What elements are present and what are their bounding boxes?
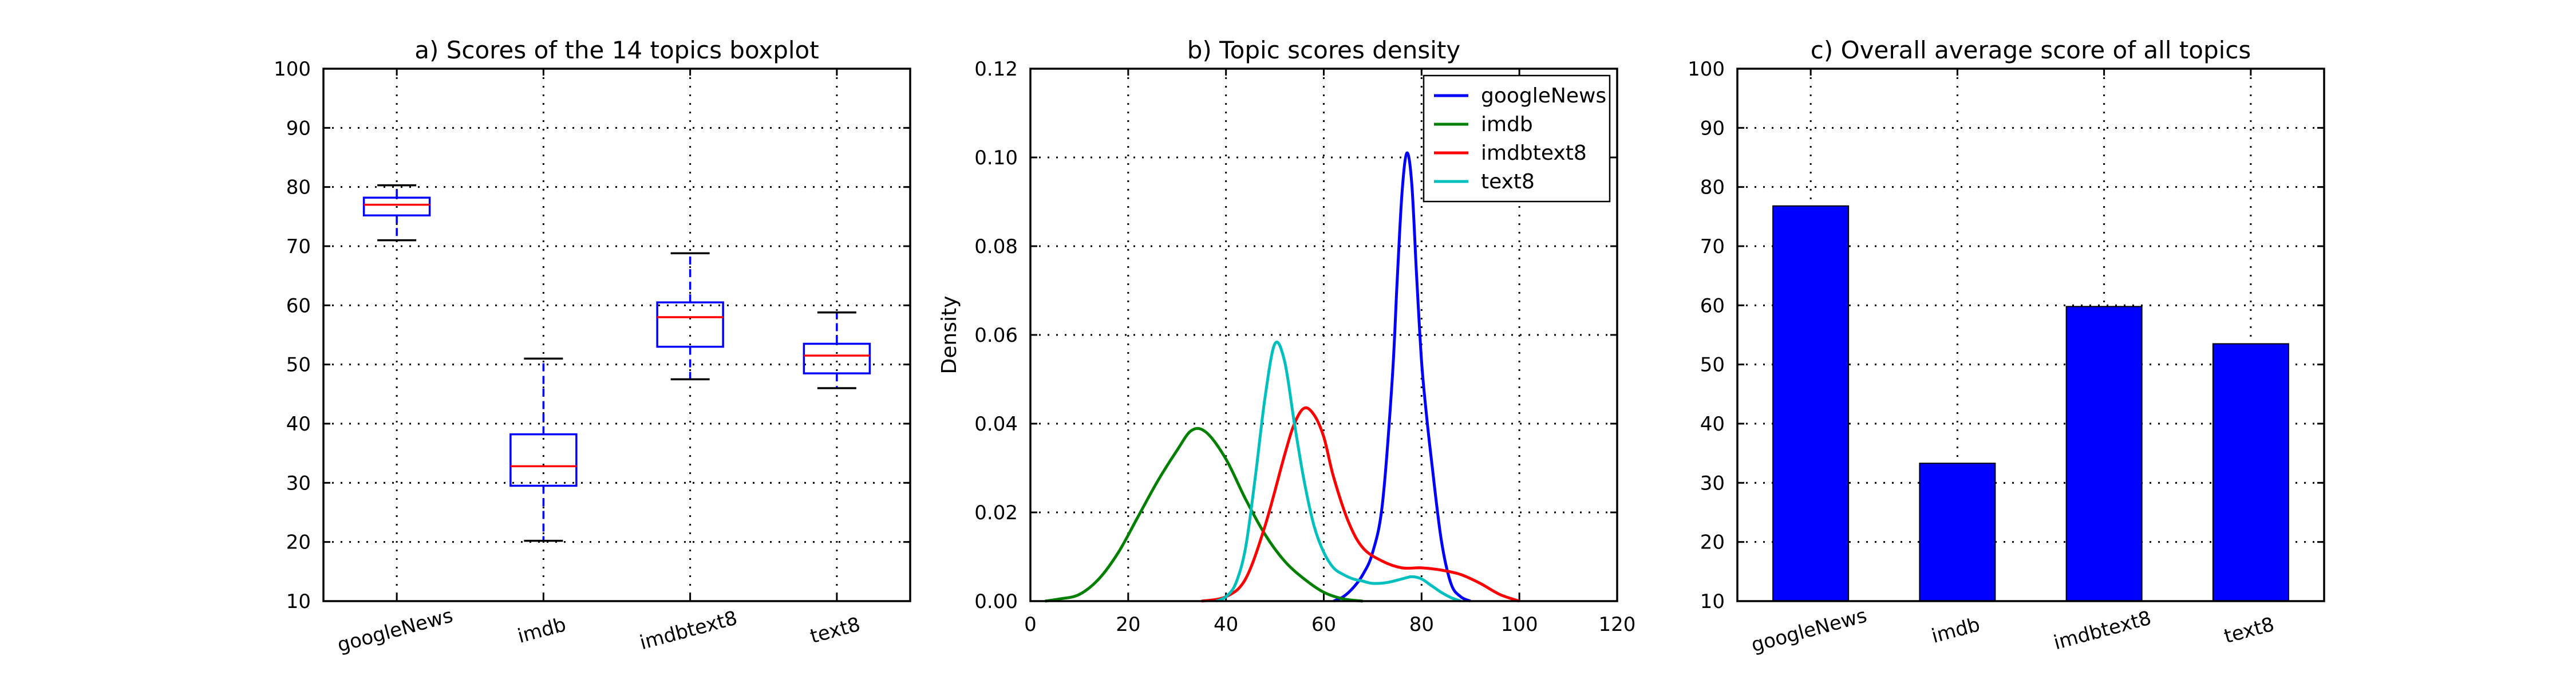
boxplot-y-tick-label: 80 — [286, 176, 311, 199]
boxplot-x-tick-label: googleNews — [335, 604, 455, 657]
legend-label-googleNews: googleNews — [1481, 84, 1606, 108]
density-y-tick-label: 0.08 — [974, 235, 1018, 258]
density-y-axis-label: Density — [938, 296, 961, 374]
boxplot-y-tick-label: 40 — [286, 413, 311, 436]
boxplot-panel: a) Scores of the 14 topics boxplot 10 20 3… — [274, 36, 911, 657]
bar-x-tick-label: googleNews — [1749, 604, 1869, 657]
bar-y-tick-label: 40 — [1700, 413, 1725, 436]
bar-y-tick-label: 70 — [1700, 235, 1725, 258]
bar-y-tick-label: 30 — [1700, 472, 1725, 495]
density-frame — [1029, 68, 1618, 602]
density-y-tick-label: 0.06 — [974, 324, 1018, 347]
bar-googleNews — [1772, 205, 1850, 602]
density-x-tick-label: 80 — [1409, 613, 1434, 636]
box-text8 — [803, 311, 871, 389]
density-x-tick-label: 60 — [1311, 613, 1336, 636]
boxplot-x-tick-labels: googleNews imdb imdbtext8 text8 — [335, 604, 863, 657]
density-y-tick-label: 0.12 — [974, 58, 1018, 81]
boxplot-y-tick-label: 30 — [286, 472, 311, 495]
bar-x-tick-label: imdbtext8 — [2051, 606, 2154, 654]
bar-frame — [1736, 68, 2325, 602]
box-imdb — [509, 357, 578, 542]
bar-y-tick-label: 80 — [1700, 176, 1725, 199]
box-body — [803, 342, 871, 374]
boxplot-x-tick-label: imdb — [515, 613, 568, 648]
bar-text8 — [2212, 343, 2289, 602]
bar-x-tick-label: imdb — [1929, 613, 1982, 648]
box-body — [656, 301, 724, 348]
box-body — [509, 433, 578, 487]
density-y-tick-label: 0.10 — [974, 147, 1018, 169]
density-x-tick-label: 40 — [1214, 613, 1238, 636]
density-y-tick-label: 0.04 — [974, 413, 1018, 436]
bar-title: c) Overall average score of all topics — [1811, 36, 2251, 64]
density-x-tick-label: 0 — [1024, 613, 1037, 636]
bar-imdbtext8 — [2065, 306, 2143, 602]
bar-y-tick-label: 90 — [1700, 117, 1725, 140]
bar-y-tick-labels: 10 20 30 40 50 60 70 80 90 100 — [1688, 58, 1725, 613]
density-panel: b) Topic scores density Density 0.00 0.02… — [938, 36, 1635, 636]
bar-y-tick-label: 100 — [1688, 58, 1725, 81]
bar-y-tick-label: 60 — [1700, 294, 1725, 317]
density-title: b) Topic scores density — [1187, 36, 1460, 64]
legend-label-imdb: imdb — [1481, 113, 1533, 136]
boxplot-y-tick-labels: 10 20 30 40 50 60 70 80 90 100 — [274, 58, 311, 613]
density-y-tick-label: 0.02 — [974, 502, 1018, 524]
bar-x-tick-labels: googleNews imdb imdbtext8 text8 — [1749, 604, 2277, 657]
density-x-tick-label: 120 — [1599, 613, 1636, 636]
bar-imdb — [1919, 463, 1996, 602]
density-curves — [1045, 151, 1520, 603]
legend-label-text8: text8 — [1481, 170, 1535, 194]
box-imdbtext8 — [656, 252, 724, 381]
boxplot-y-tick-label: 60 — [286, 294, 311, 317]
boxplot-y-tick-label: 100 — [274, 58, 311, 81]
bar-y-tick-label: 50 — [1700, 354, 1725, 377]
density-y-tick-labels: 0.00 0.02 0.04 0.06 0.08 0.10 0.12 — [974, 58, 1018, 613]
boxplot-y-tick-label: 50 — [286, 354, 311, 377]
density-curve-text8 — [1215, 341, 1461, 603]
bar-x-tick-label: text8 — [2222, 613, 2277, 649]
boxplot-frame — [322, 68, 911, 602]
boxplot-y-tick-label: 10 — [286, 590, 311, 613]
density-legend: googleNews imdb imdbtext8 text8 — [1423, 74, 1611, 203]
boxplot-x-tick-label: text8 — [808, 613, 863, 649]
density-curve-imdb — [1045, 427, 1364, 603]
box-googleNews — [362, 184, 431, 242]
boxplot-y-tick-label: 70 — [286, 235, 311, 258]
boxplot-marks — [362, 184, 871, 542]
box-body — [362, 196, 431, 217]
legend-label-imdbtext8: imdbtext8 — [1481, 141, 1587, 165]
bar-panel: c) Overall average score of all topics 1… — [1688, 36, 2325, 657]
density-y-tick-label: 0.00 — [974, 590, 1018, 613]
boxplot-title: a) Scores of the 14 topics boxplot — [414, 36, 819, 64]
bar-y-tick-label: 10 — [1700, 590, 1725, 613]
density-curve-imdbtext8 — [1201, 406, 1520, 603]
density-curve-googleNews — [1333, 151, 1471, 603]
boxplot-x-tick-label: imdbtext8 — [637, 606, 740, 654]
boxplot-gridlines — [323, 68, 910, 602]
density-x-tick-label: 100 — [1501, 613, 1538, 636]
density-x-tick-labels: 0 20 40 60 80 100 120 — [1024, 613, 1635, 636]
bar-y-tick-label: 20 — [1700, 531, 1725, 554]
density-x-tick-label: 20 — [1116, 613, 1140, 636]
boxplot-y-tick-label: 90 — [286, 117, 311, 140]
boxplot-y-tick-label: 20 — [286, 531, 311, 554]
